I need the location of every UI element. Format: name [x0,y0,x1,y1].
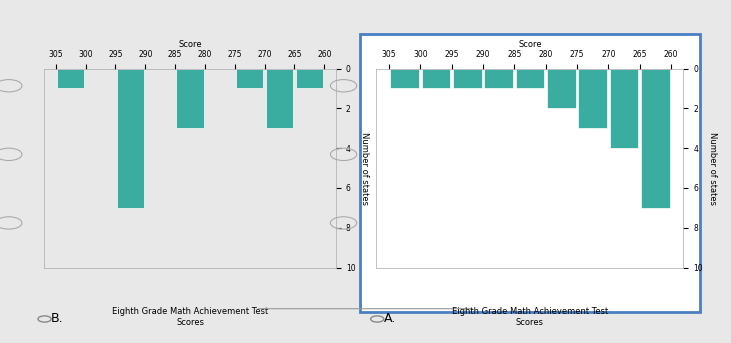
Bar [641,69,670,208]
Bar [515,69,545,88]
Bar [484,69,513,88]
Bar [578,69,607,128]
X-axis label: Score: Score [178,40,202,49]
Text: A.: A. [384,312,396,326]
Y-axis label: Number of states: Number of states [360,132,369,204]
Text: B.: B. [51,312,64,326]
Bar [176,69,204,128]
Y-axis label: Number of states: Number of states [708,132,716,204]
Bar [117,69,144,208]
Text: Eighth Grade Math Achievement Test
Scores: Eighth Grade Math Achievement Test Score… [112,307,268,327]
Bar [390,69,419,88]
X-axis label: Score: Score [518,40,542,49]
Bar [295,69,323,88]
Bar [236,69,263,88]
Bar [453,69,482,88]
Bar [422,69,450,88]
Bar [547,69,576,108]
Bar [266,69,293,128]
Text: Eighth Grade Math Achievement Test
Scores: Eighth Grade Math Achievement Test Score… [452,307,608,327]
Bar [610,69,638,148]
Bar [57,69,85,88]
